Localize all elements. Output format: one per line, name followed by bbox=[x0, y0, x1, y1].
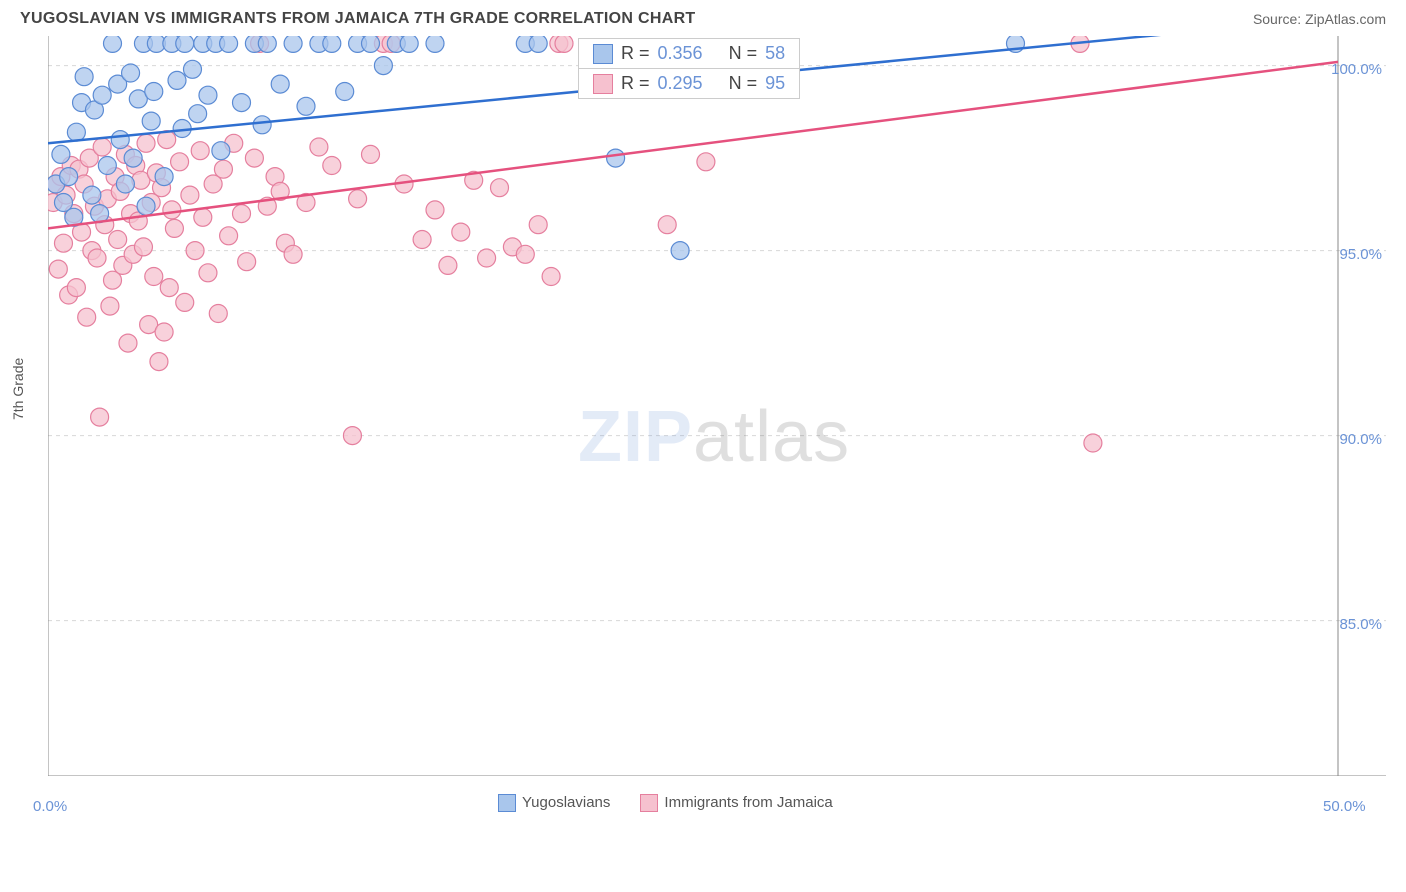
legend-swatch bbox=[640, 794, 658, 812]
legend-item: Yugoslavians bbox=[498, 794, 610, 812]
legend-swatch bbox=[498, 794, 516, 812]
stats-swatch bbox=[593, 74, 613, 94]
legend-label: Immigrants from Jamaica bbox=[664, 794, 832, 811]
stat-n-value: 58 bbox=[765, 43, 785, 64]
stats-legend-box: R = 0.356 N = 58 R = 0.295 N = 95 bbox=[578, 38, 800, 99]
y-axis-label: 7th Grade bbox=[10, 358, 26, 420]
stat-n-label: N = bbox=[729, 73, 758, 94]
stat-n-value: 95 bbox=[765, 73, 785, 94]
x-tick-label: 50.0% bbox=[1323, 798, 1366, 815]
legend-label: Yugoslavians bbox=[522, 794, 610, 811]
series-legend: Yugoslavians Immigrants from Jamaica bbox=[498, 794, 833, 812]
stats-row: R = 0.295 N = 95 bbox=[579, 68, 799, 98]
stat-r-value: 0.356 bbox=[658, 43, 703, 64]
y-tick-label: 90.0% bbox=[1339, 431, 1382, 448]
y-tick-label: 85.0% bbox=[1339, 616, 1382, 633]
stat-r-label: R = bbox=[621, 73, 650, 94]
stat-n-label: N = bbox=[729, 43, 758, 64]
chart-title: YUGOSLAVIAN VS IMMIGRANTS FROM JAMAICA 7… bbox=[20, 10, 696, 28]
stats-swatch bbox=[593, 44, 613, 64]
legend-item: Immigrants from Jamaica bbox=[640, 794, 832, 812]
source-label: Source: ZipAtlas.com bbox=[1253, 11, 1386, 27]
stat-r-label: R = bbox=[621, 43, 650, 64]
y-tick-label: 100.0% bbox=[1331, 61, 1382, 78]
chart-area: R = 0.356 N = 58 R = 0.295 N = 95 ZIPatl… bbox=[48, 36, 1386, 781]
stats-row: R = 0.356 N = 58 bbox=[579, 39, 799, 68]
scatter-chart bbox=[48, 36, 1386, 776]
y-tick-label: 95.0% bbox=[1339, 246, 1382, 263]
stat-r-value: 0.295 bbox=[658, 73, 703, 94]
x-tick-label: 0.0% bbox=[33, 798, 67, 815]
